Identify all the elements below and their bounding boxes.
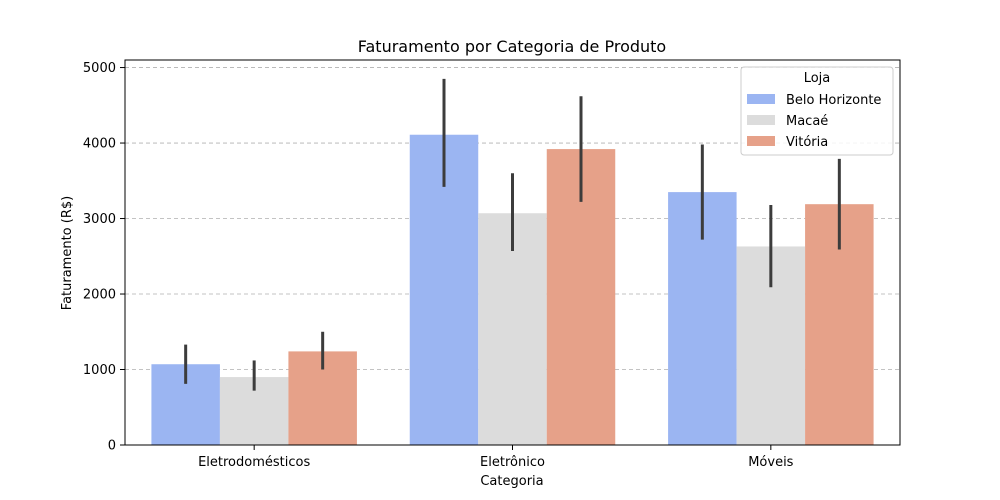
y-tick-label: 5000	[83, 61, 116, 76]
legend-swatch	[747, 94, 775, 104]
error-bars	[184, 78, 841, 391]
legend-items: Belo Horizonte Macaé Vitória	[747, 93, 881, 150]
chart-title: Faturamento por Categoria de Produto	[358, 37, 666, 56]
x-tick-label: Eletrodomésticos	[198, 455, 310, 470]
legend-label: Belo Horizonte	[786, 93, 881, 108]
y-tick-label: 4000	[83, 137, 116, 152]
y-tick-label: 0	[108, 439, 116, 454]
legend: Loja Belo Horizonte Macaé Vitória	[740, 66, 894, 156]
y-axis-label: Faturamento (R$)	[60, 196, 75, 310]
y-axis: 0 1000 2000 3000 4000 5000	[83, 61, 125, 454]
legend-label: Vitória	[786, 135, 828, 150]
y-tick-label: 2000	[83, 288, 116, 303]
legend-label: Macaé	[786, 114, 828, 129]
legend-swatch	[747, 115, 775, 125]
bar	[478, 213, 547, 445]
x-tick-label: Eletrônico	[480, 455, 545, 470]
y-tick-label: 1000	[83, 363, 116, 378]
y-tick-label: 3000	[83, 212, 116, 227]
x-axis-label: Categoria	[480, 474, 543, 489]
legend-title: Loja	[804, 71, 831, 86]
legend-frame	[740, 66, 894, 156]
legend-swatch	[747, 136, 775, 146]
x-tick-label: Móveis	[748, 455, 793, 470]
x-axis: Eletrodomésticos Eletrônico Móveis	[198, 445, 794, 470]
bars	[151, 134, 874, 445]
